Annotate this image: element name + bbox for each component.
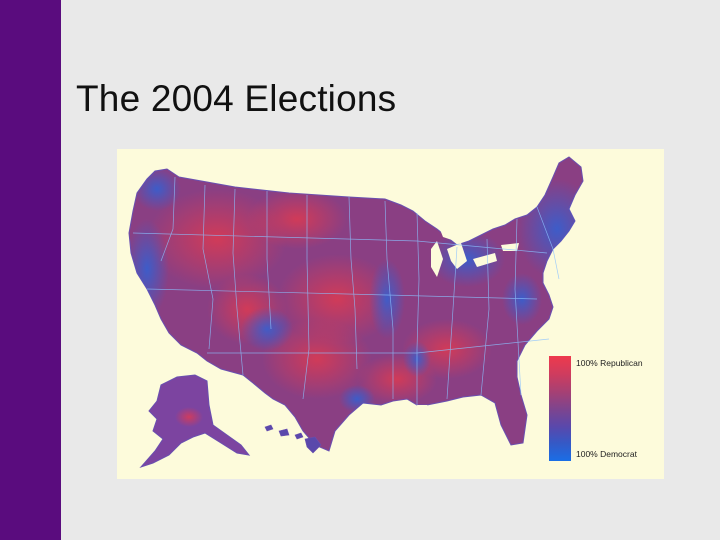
water-bodies <box>417 223 519 415</box>
legend-label-democrat: 100% Democrat <box>576 449 637 459</box>
election-map-panel: 100% Republican 100% Democrat <box>117 149 664 479</box>
slide-accent-bar <box>0 0 61 540</box>
hawaii-islands <box>264 424 322 454</box>
alaska-red-area <box>175 407 203 427</box>
us-county-election-map <box>128 156 584 469</box>
legend-label-republican: 100% Republican <box>576 358 643 368</box>
state-boundaries <box>132 176 560 405</box>
legend-color-scale <box>549 356 571 461</box>
slide-title: The 2004 Elections <box>76 78 397 119</box>
